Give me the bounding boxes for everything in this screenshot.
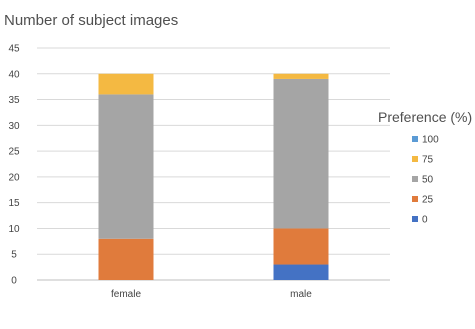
bar-segment-female-25 bbox=[98, 238, 154, 280]
legend-label-75: 75 bbox=[422, 155, 434, 166]
bar-segment-male-50 bbox=[273, 78, 329, 229]
y-tick-label: 45 bbox=[8, 44, 20, 55]
bar-segment-female-50 bbox=[98, 94, 154, 239]
legend-label-25: 25 bbox=[422, 195, 434, 206]
legend: Preference (%) 100 75 50 25 0 bbox=[378, 109, 472, 226]
legend-label-0: 0 bbox=[422, 215, 428, 226]
bar-segment-male-75 bbox=[273, 73, 329, 79]
legend-label-50: 50 bbox=[422, 175, 434, 186]
legend-title: Preference (%) bbox=[378, 109, 472, 125]
y-tick-label: 5 bbox=[11, 250, 17, 261]
legend-swatch-0 bbox=[412, 216, 418, 222]
bar-segment-female-75 bbox=[98, 73, 154, 95]
x-category-label: male bbox=[290, 289, 312, 300]
y-axis-ticks: 0 5 10 15 20 25 30 35 40 45 bbox=[8, 44, 20, 287]
y-tick-label: 15 bbox=[8, 198, 20, 209]
y-tick-label: 25 bbox=[8, 147, 20, 158]
bar-segment-male-0 bbox=[273, 264, 329, 280]
x-category-label: female bbox=[111, 289, 141, 300]
y-tick-label: 30 bbox=[8, 121, 20, 132]
gridlines bbox=[37, 47, 390, 281]
y-tick-label: 20 bbox=[8, 172, 20, 183]
legend-swatch-25 bbox=[412, 196, 418, 202]
legend-swatch-75 bbox=[412, 156, 418, 162]
bars bbox=[98, 73, 329, 280]
y-tick-label: 0 bbox=[11, 276, 17, 287]
y-tick-label: 40 bbox=[8, 69, 20, 80]
bar-segment-male-25 bbox=[273, 228, 329, 265]
legend-swatch-50 bbox=[412, 176, 418, 182]
x-axis-labels: female male bbox=[111, 289, 312, 300]
legend-swatch-100 bbox=[412, 136, 418, 142]
y-tick-label: 10 bbox=[8, 224, 20, 235]
y-tick-label: 35 bbox=[8, 95, 20, 106]
legend-label-100: 100 bbox=[422, 135, 439, 146]
chart-title: Number of subject images bbox=[4, 12, 178, 29]
